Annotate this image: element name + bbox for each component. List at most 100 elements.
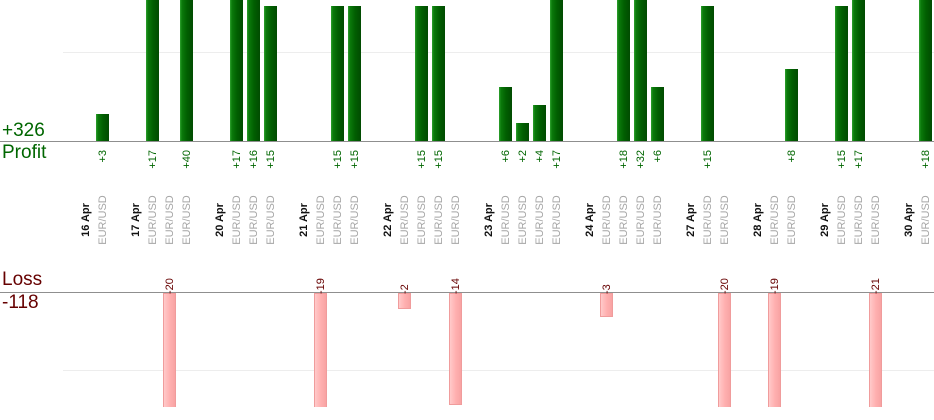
- trade-column: +15 EUR/USD: [329, 0, 346, 420]
- trade-column: +15 EUR/USD: [699, 0, 716, 420]
- profit-value-label-text: +15: [331, 150, 344, 169]
- instrument-label-text: EUR/USD: [550, 195, 563, 245]
- loss-bar-area: [449, 293, 462, 407]
- instrument-label-text: EUR/USD: [651, 195, 664, 245]
- profit-bar-area: [617, 0, 630, 141]
- profit-value-label-text: +16: [247, 150, 260, 169]
- instrument-label-text: EUR/USD: [919, 195, 932, 245]
- trade-column: -19 EUR/USD: [766, 0, 783, 420]
- loss-bar-area: [600, 293, 613, 407]
- loss-bar-area: [163, 293, 176, 407]
- day-group: 30 Apr +18 EUR/USD: [900, 0, 934, 420]
- instrument-label-text: EUR/USD: [163, 195, 176, 245]
- profit-bar-area: [331, 0, 344, 141]
- day-group: 28 Apr -19 EUR/USD +8 EUR/USD: [749, 0, 800, 420]
- loss-axis-line: [0, 292, 934, 293]
- loss-total: -118: [2, 292, 39, 313]
- day-group: 17 Apr +17 EUR/USD -20 EUR/USD +40 EUR/USD: [127, 0, 195, 420]
- instrument-label-text: EUR/USD: [415, 195, 428, 245]
- profit-value-label-text: +32: [634, 150, 647, 169]
- profit-bar: [146, 0, 159, 141]
- date-label-text: 30 Apr: [902, 203, 915, 237]
- loss-row-label: Loss: [2, 269, 43, 290]
- date-column: 28 Apr: [749, 0, 766, 420]
- loss-bar-area: [869, 293, 882, 407]
- loss-bar-area: [398, 293, 411, 407]
- instrument-label-text: EUR/USD: [180, 195, 193, 245]
- instrument-label-text: EUR/USD: [499, 195, 512, 245]
- date-column: 20 Apr: [211, 0, 228, 420]
- profit-bar-area: [701, 0, 714, 141]
- loss-bar: [398, 293, 411, 309]
- instrument-label-text: EUR/USD: [96, 195, 109, 245]
- instrument-label-text: EUR/USD: [264, 195, 277, 245]
- profit-bar: [516, 123, 529, 141]
- date-label-text: 16 Apr: [79, 203, 92, 237]
- trade-column: +8 EUR/USD: [783, 0, 800, 420]
- profit-bar: [617, 0, 630, 141]
- day-group: 23 Apr +6 EUR/USD +2 EUR/USD +4 EUR/USD +17 EUR/…: [480, 0, 565, 420]
- instrument-label-text: EUR/USD: [852, 195, 865, 245]
- loss-bar: [163, 293, 176, 407]
- date-column: 22 Apr: [379, 0, 396, 420]
- loss-bar: [600, 293, 613, 317]
- profit-bar: [533, 105, 546, 141]
- loss-value-label-text: -20: [163, 278, 176, 294]
- profit-value-label-text: +4: [533, 150, 546, 163]
- date-label-text: 17 Apr: [129, 203, 142, 237]
- profit-value-label-text: +15: [835, 150, 848, 169]
- loss-value-label-text: -21: [869, 278, 882, 294]
- instrument-label-text: EUR/USD: [146, 195, 159, 245]
- profit-value-label-text: +15: [415, 150, 428, 169]
- profit-bar: [415, 6, 428, 141]
- date-label-text: 29 Apr: [818, 203, 831, 237]
- loss-value-label-text: -14: [449, 278, 462, 294]
- trade-column: +17 EUR/USD: [548, 0, 565, 420]
- day-group: 16 Apr +3 EUR/USD: [77, 0, 111, 420]
- trade-column: -2 EUR/USD: [396, 0, 413, 420]
- profit-value-label-text: +17: [852, 150, 865, 169]
- instrument-label-text: EUR/USD: [785, 195, 798, 245]
- day-group: 21 Apr -19 EUR/USD +15 EUR/USD +15 EUR/USD: [295, 0, 363, 420]
- date-label-text: 28 Apr: [751, 203, 764, 237]
- instrument-label-text: EUR/USD: [701, 195, 714, 245]
- trade-column: +17 EUR/USD: [144, 0, 161, 420]
- loss-bar: [869, 293, 882, 407]
- profit-gridline: [63, 52, 934, 53]
- date-label-text: 20 Apr: [213, 203, 226, 237]
- profit-bar-area: [230, 0, 243, 141]
- profit-value-label-text: +18: [617, 150, 630, 169]
- day-group: 27 Apr +15 EUR/USD -20 EUR/USD: [682, 0, 733, 420]
- trade-column: +17 EUR/USD: [850, 0, 867, 420]
- profit-bar: [919, 0, 932, 141]
- trade-column: +15 EUR/USD: [262, 0, 279, 420]
- trade-column: +17 EUR/USD: [228, 0, 245, 420]
- instrument-label-text: EUR/USD: [432, 195, 445, 245]
- loss-value-label-text: -20: [718, 278, 731, 294]
- profit-bar: [852, 0, 865, 141]
- instrument-label-text: EUR/USD: [533, 195, 546, 245]
- profit-bar-area: [919, 0, 932, 141]
- loss-bar-area: [718, 293, 731, 407]
- profit-bar-area: [516, 0, 529, 141]
- profit-value-label-text: +6: [499, 150, 512, 163]
- profit-axis-line: [0, 141, 934, 142]
- loss-bar: [449, 293, 462, 405]
- loss-value-label-text: -3: [600, 284, 613, 294]
- instrument-label-text: EUR/USD: [718, 195, 731, 245]
- profit-bar-area: [651, 0, 664, 141]
- day-group: 20 Apr +17 EUR/USD +16 EUR/USD +15 EUR/USD: [211, 0, 279, 420]
- profit-row-label: Profit: [2, 142, 47, 163]
- trade-column: -20 EUR/USD: [161, 0, 178, 420]
- profit-bar-area: [852, 0, 865, 141]
- profit-bar: [96, 114, 109, 141]
- date-label-text: 21 Apr: [297, 203, 310, 237]
- day-group: 24 Apr -3 EUR/USD +18 EUR/USD +32 EUR/USD +6 EUR…: [581, 0, 666, 420]
- profit-bar: [264, 6, 277, 141]
- date-column: 24 Apr: [581, 0, 598, 420]
- profit-bar-area: [432, 0, 445, 141]
- profit-value-label-text: +17: [146, 150, 159, 169]
- date-column: 17 Apr: [127, 0, 144, 420]
- profit-bar-area: [264, 0, 277, 141]
- trade-column: -19 EUR/USD: [312, 0, 329, 420]
